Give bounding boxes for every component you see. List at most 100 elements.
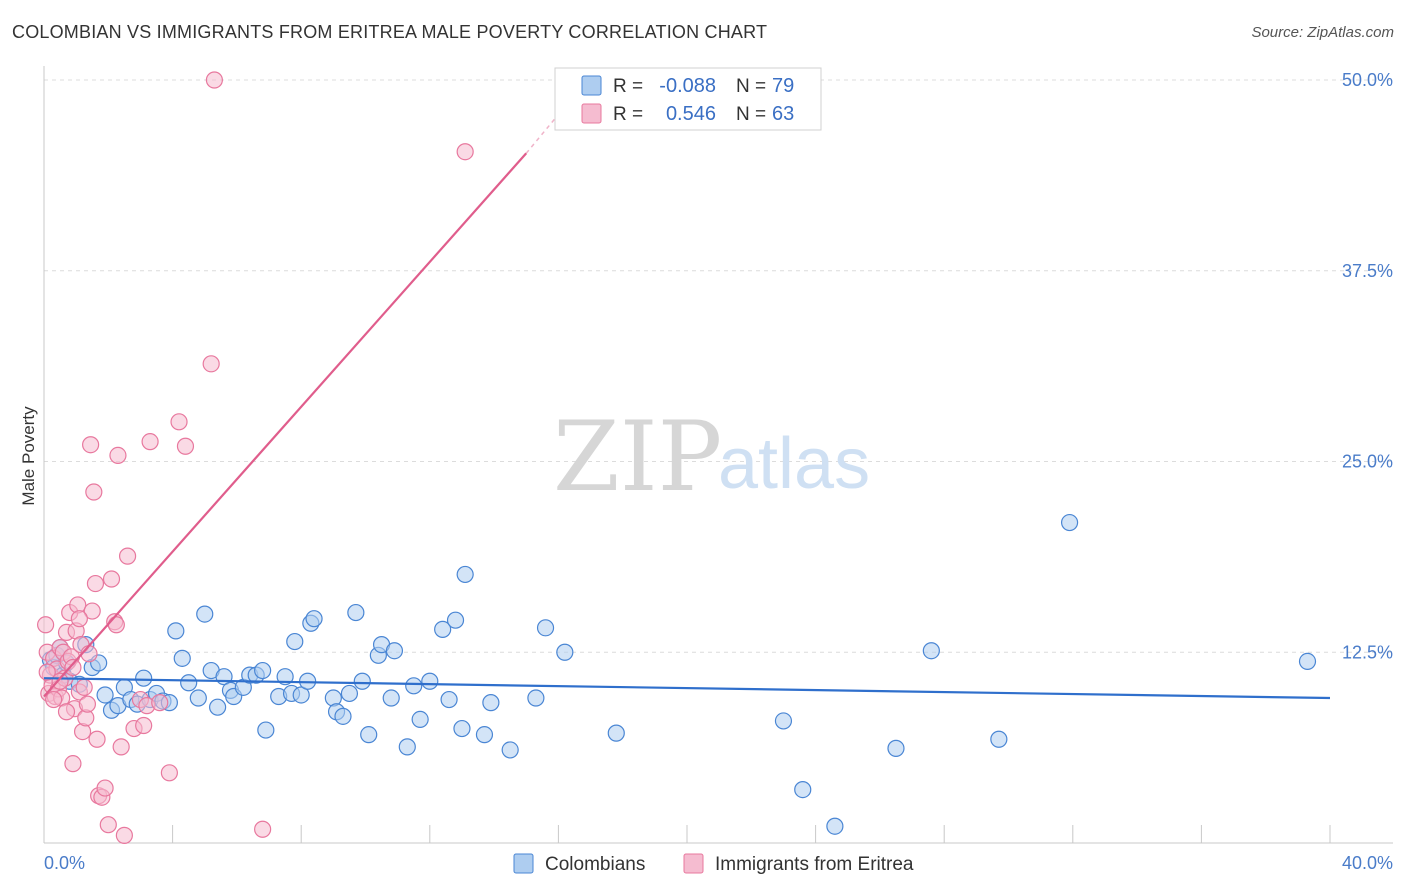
point-eritrea	[202, 355, 220, 373]
point-colombians	[196, 605, 214, 623]
axes	[43, 66, 1393, 844]
point-colombians	[1298, 652, 1317, 671]
legend-swatch-colombians	[581, 75, 602, 96]
point-colombians	[382, 689, 400, 707]
legend-n-label-1: N =	[736, 104, 766, 125]
point-colombians	[353, 672, 371, 690]
trend-line-eritrea	[43, 152, 528, 698]
point-colombians	[189, 689, 207, 707]
point-eritrea	[176, 437, 195, 455]
point-eritrea	[45, 690, 63, 709]
point-colombians	[501, 741, 519, 759]
point-colombians	[411, 710, 429, 728]
point-colombians	[453, 719, 471, 738]
point-colombians	[173, 649, 191, 667]
point-eritrea	[141, 433, 159, 451]
watermark-atlas: atlas	[718, 424, 870, 504]
legend-r-value-1: 0.546	[666, 103, 716, 125]
legend-r-label-1: R =	[613, 104, 643, 125]
point-colombians	[475, 726, 494, 744]
point-eritrea	[254, 820, 272, 838]
point-colombians	[167, 622, 185, 640]
point-eritrea	[78, 695, 97, 713]
bottom-legend-swatch-colombians	[513, 853, 534, 874]
legend-r-value-0: -0.088	[659, 75, 716, 97]
point-colombians	[446, 611, 465, 629]
point-colombians	[135, 669, 153, 687]
point-eritrea	[160, 764, 178, 782]
bottom-legend-eritrea: Immigrants from Eritrea	[715, 854, 914, 875]
point-colombians	[292, 686, 310, 704]
point-colombians	[922, 642, 940, 660]
point-colombians	[385, 642, 404, 660]
legend-n-label-0: N =	[736, 76, 766, 97]
point-colombians	[440, 690, 458, 709]
point-colombians	[990, 730, 1008, 748]
source-credit: Source: ZipAtlas.com	[1251, 24, 1394, 41]
point-eritrea	[151, 694, 169, 712]
legend-n-value-0: 79	[772, 75, 794, 97]
point-colombians	[1060, 513, 1079, 532]
point-colombians	[434, 620, 452, 638]
trend-line-eritrea-extension	[525, 102, 569, 154]
bottom-legend-colombians: Colombians	[545, 854, 645, 875]
point-eritrea	[118, 547, 137, 565]
point-colombians	[254, 661, 272, 680]
point-colombians	[340, 684, 359, 703]
point-colombians	[826, 817, 844, 835]
point-colombians	[180, 674, 198, 692]
point-eritrea	[96, 779, 114, 797]
series-legend: Colombians Immigrants from Eritrea	[513, 853, 914, 875]
watermark: ZIP atlas	[553, 401, 870, 513]
point-colombians	[276, 668, 294, 686]
point-eritrea	[51, 672, 69, 690]
point-colombians	[482, 694, 500, 712]
point-colombians	[257, 721, 275, 739]
point-colombians	[527, 689, 545, 707]
point-colombians	[456, 565, 474, 584]
y-tick-label: 12.5%	[1342, 642, 1393, 662]
y-tick-label: 25.0%	[1342, 452, 1393, 472]
point-colombians	[360, 726, 378, 744]
point-eritrea	[102, 570, 121, 588]
watermark-zip: ZIP	[553, 401, 722, 513]
y-tick-labels: 12.5% 25.0% 37.5% 50.0%	[1342, 70, 1393, 662]
point-eritrea	[456, 143, 474, 161]
point-colombians	[607, 724, 625, 742]
point-eritrea	[112, 738, 130, 756]
point-eritrea	[83, 602, 101, 620]
point-colombians	[405, 677, 423, 695]
point-eritrea	[85, 483, 103, 501]
trend-line-colombians	[43, 677, 1331, 700]
point-eritrea	[135, 716, 153, 735]
point-colombians	[421, 672, 439, 690]
point-eritrea	[37, 616, 55, 634]
point-eritrea	[109, 446, 127, 464]
point-colombians	[334, 707, 352, 725]
point-eritrea	[170, 413, 188, 431]
point-colombians	[536, 619, 555, 637]
correlation-legend: R = -0.088 N = 79 R = 0.546 N = 63	[554, 67, 822, 131]
series-colombians	[41, 513, 1317, 835]
point-colombians	[96, 686, 114, 704]
point-colombians	[774, 712, 793, 730]
y-axis-label: Male Poverty	[19, 406, 38, 506]
legend-swatch-eritrea	[581, 103, 602, 124]
point-eritrea	[107, 616, 125, 634]
bottom-legend-swatch-eritrea	[683, 853, 704, 874]
point-colombians	[347, 603, 365, 622]
x-tick-min: 0.0%	[44, 853, 85, 873]
point-colombians	[887, 739, 905, 757]
grid-lines	[44, 79, 1393, 653]
point-eritrea	[88, 730, 106, 748]
point-eritrea	[82, 436, 100, 454]
legend-r-label-0: R =	[613, 76, 643, 97]
y-tick-label: 50.0%	[1342, 70, 1393, 90]
trend-lines	[43, 102, 1331, 700]
chart-title: COLOMBIAN VS IMMIGRANTS FROM ERITREA MAL…	[12, 22, 768, 42]
point-colombians	[209, 698, 227, 716]
point-eritrea	[115, 826, 133, 844]
legend-n-value-1: 63	[772, 103, 794, 125]
y-tick-label: 37.5%	[1342, 261, 1393, 281]
